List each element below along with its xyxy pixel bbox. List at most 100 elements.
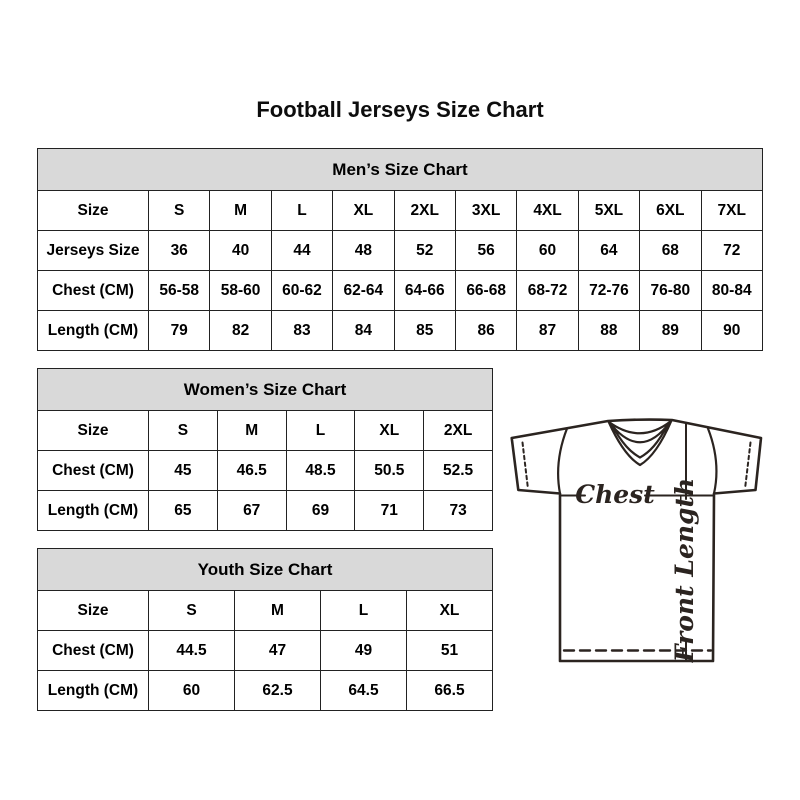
cell-value: 62.5: [234, 670, 321, 711]
column-header: M: [216, 410, 287, 451]
cell-value: 51: [406, 630, 493, 671]
cuff-stitch-left-icon: [521, 441, 529, 490]
sleeve-seams: [557, 427, 718, 495]
table-row: Jerseys Size 36 40 44 48 52 56 60 64 68 72: [37, 230, 764, 271]
cell-value: 50.5: [354, 450, 425, 491]
front-length-label: Front Length: [670, 478, 699, 663]
column-header: 3XL: [454, 190, 518, 231]
column-header: XL: [406, 590, 493, 631]
table-title: Men’s Size Chart: [37, 148, 763, 191]
table-caption-row: Women’s Size Chart: [37, 368, 493, 411]
column-header: L: [270, 190, 334, 231]
youth-size-table: Youth Size Chart Size S M L XL Chest (CM) 44.5 4…: [37, 548, 493, 711]
cell-value: 67: [216, 490, 287, 531]
cell-value: 45: [148, 450, 218, 491]
column-header: 7XL: [700, 190, 764, 231]
cell-value: 64.5: [320, 670, 407, 711]
cell-value: 71: [354, 490, 425, 531]
cell-value: 84: [332, 310, 395, 351]
cell-value: 60: [516, 230, 579, 271]
cell-value: 79: [147, 310, 211, 351]
cell-value: 76-80: [639, 270, 702, 311]
row-label: Length (CM): [37, 310, 149, 351]
column-header: M: [234, 590, 321, 631]
cell-value: 65: [148, 490, 218, 531]
column-header: 2XL: [423, 410, 493, 451]
table-title: Women’s Size Chart: [37, 368, 493, 411]
cell-value: 44: [270, 230, 334, 271]
cell-value: 56-58: [147, 270, 211, 311]
cell-value: 60-62: [270, 270, 334, 311]
table-caption-row: Men’s Size Chart: [37, 148, 763, 191]
cell-value: 72: [700, 230, 764, 271]
cell-value: 62-64: [332, 270, 395, 311]
row-label: Chest (CM): [37, 630, 149, 671]
cell-value: 69: [285, 490, 356, 531]
column-header: 6XL: [639, 190, 702, 231]
cuff-stitch-right-icon: [744, 441, 752, 490]
cell-value: 52: [393, 230, 456, 271]
cell-value: 40: [209, 230, 272, 271]
cell-value: 86: [454, 310, 518, 351]
row-label: Size: [37, 190, 149, 231]
column-header: XL: [332, 190, 395, 231]
column-header: 4XL: [516, 190, 579, 231]
table-row: Chest (CM) 45 46.5 48.5 50.5 52.5: [37, 450, 493, 491]
column-header: 5XL: [577, 190, 641, 231]
cell-value: 66-68: [454, 270, 518, 311]
cell-value: 47: [234, 630, 321, 671]
table-row: Length (CM) 65 67 69 71 73: [37, 490, 493, 531]
cell-value: 56: [454, 230, 518, 271]
column-header: S: [148, 410, 218, 451]
cell-value: 64: [577, 230, 641, 271]
jersey-diagram: Chest Front Length: [510, 418, 763, 663]
row-label: Length (CM): [37, 490, 149, 531]
column-header: 2XL: [393, 190, 456, 231]
row-label: Chest (CM): [37, 450, 149, 491]
cell-value: 44.5: [148, 630, 235, 671]
table-row: Length (CM) 60 62.5 64.5 66.5: [37, 670, 493, 711]
cell-value: 88: [577, 310, 641, 351]
cell-value: 87: [516, 310, 579, 351]
cell-value: 68-72: [516, 270, 579, 311]
page-title: Football Jerseys Size Chart: [256, 97, 544, 122]
cell-value: 66.5: [406, 670, 493, 711]
table-caption-row: Youth Size Chart: [37, 548, 493, 591]
cell-value: 68: [639, 230, 702, 271]
row-label: Jerseys Size: [37, 230, 149, 271]
table-header-row: Size S M L XL 2XL: [37, 410, 493, 451]
column-header: L: [285, 410, 356, 451]
cell-value: 90: [700, 310, 764, 351]
cell-value: 80-84: [700, 270, 764, 311]
chest-label: Chest: [575, 480, 655, 509]
mens-size-table: Men’s Size Chart Size S M L XL 2XL 3XL 4XL 5XL 6XL…: [37, 148, 764, 351]
cell-value: 60: [148, 670, 235, 711]
table-row: Chest (CM) 44.5 47 49 51: [37, 630, 493, 671]
womens-size-table: Women’s Size Chart Size S M L XL 2XL Chest (CM)…: [37, 368, 493, 531]
cell-value: 49: [320, 630, 407, 671]
cell-value: 73: [423, 490, 493, 531]
row-label: Length (CM): [37, 670, 149, 711]
cell-value: 83: [270, 310, 334, 351]
cell-value: 64-66: [393, 270, 456, 311]
cell-value: 89: [639, 310, 702, 351]
cell-value: 52.5: [423, 450, 493, 491]
collar: [607, 419, 673, 467]
cell-value: 58-60: [209, 270, 272, 311]
row-label: Chest (CM): [37, 270, 149, 311]
table-header-row: Size S M L XL 2XL 3XL 4XL 5XL 6XL 7XL: [37, 190, 764, 231]
table-row: Length (CM) 79 82 83 84 85 86 87 88 89 90: [37, 310, 764, 351]
row-label: Size: [37, 410, 149, 451]
cell-value: 36: [147, 230, 211, 271]
table-row: Chest (CM) 56-58 58-60 60-62 62-64 64-66 66-68…: [37, 270, 764, 311]
column-header: M: [209, 190, 272, 231]
jersey-outline: [510, 418, 763, 663]
cell-value: 85: [393, 310, 456, 351]
column-header: L: [320, 590, 407, 631]
table-title: Youth Size Chart: [37, 548, 493, 591]
cell-value: 46.5: [216, 450, 287, 491]
column-header: XL: [354, 410, 425, 451]
cell-value: 72-76: [577, 270, 641, 311]
column-header: S: [147, 190, 211, 231]
